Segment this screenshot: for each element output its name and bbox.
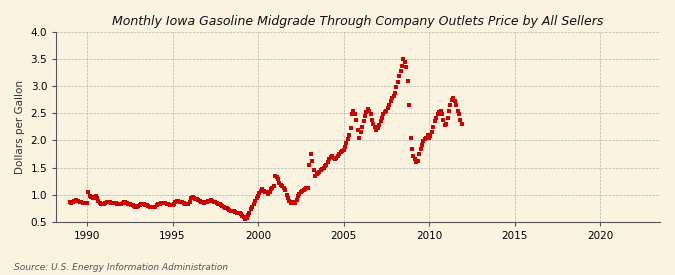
Title: Monthly Iowa Gasoline Midgrade Through Company Outlets Price by All Sellers: Monthly Iowa Gasoline Midgrade Through C… xyxy=(113,15,604,28)
Text: Source: U.S. Energy Information Administration: Source: U.S. Energy Information Administ… xyxy=(14,263,227,272)
Y-axis label: Dollars per Gallon: Dollars per Gallon xyxy=(15,80,25,174)
